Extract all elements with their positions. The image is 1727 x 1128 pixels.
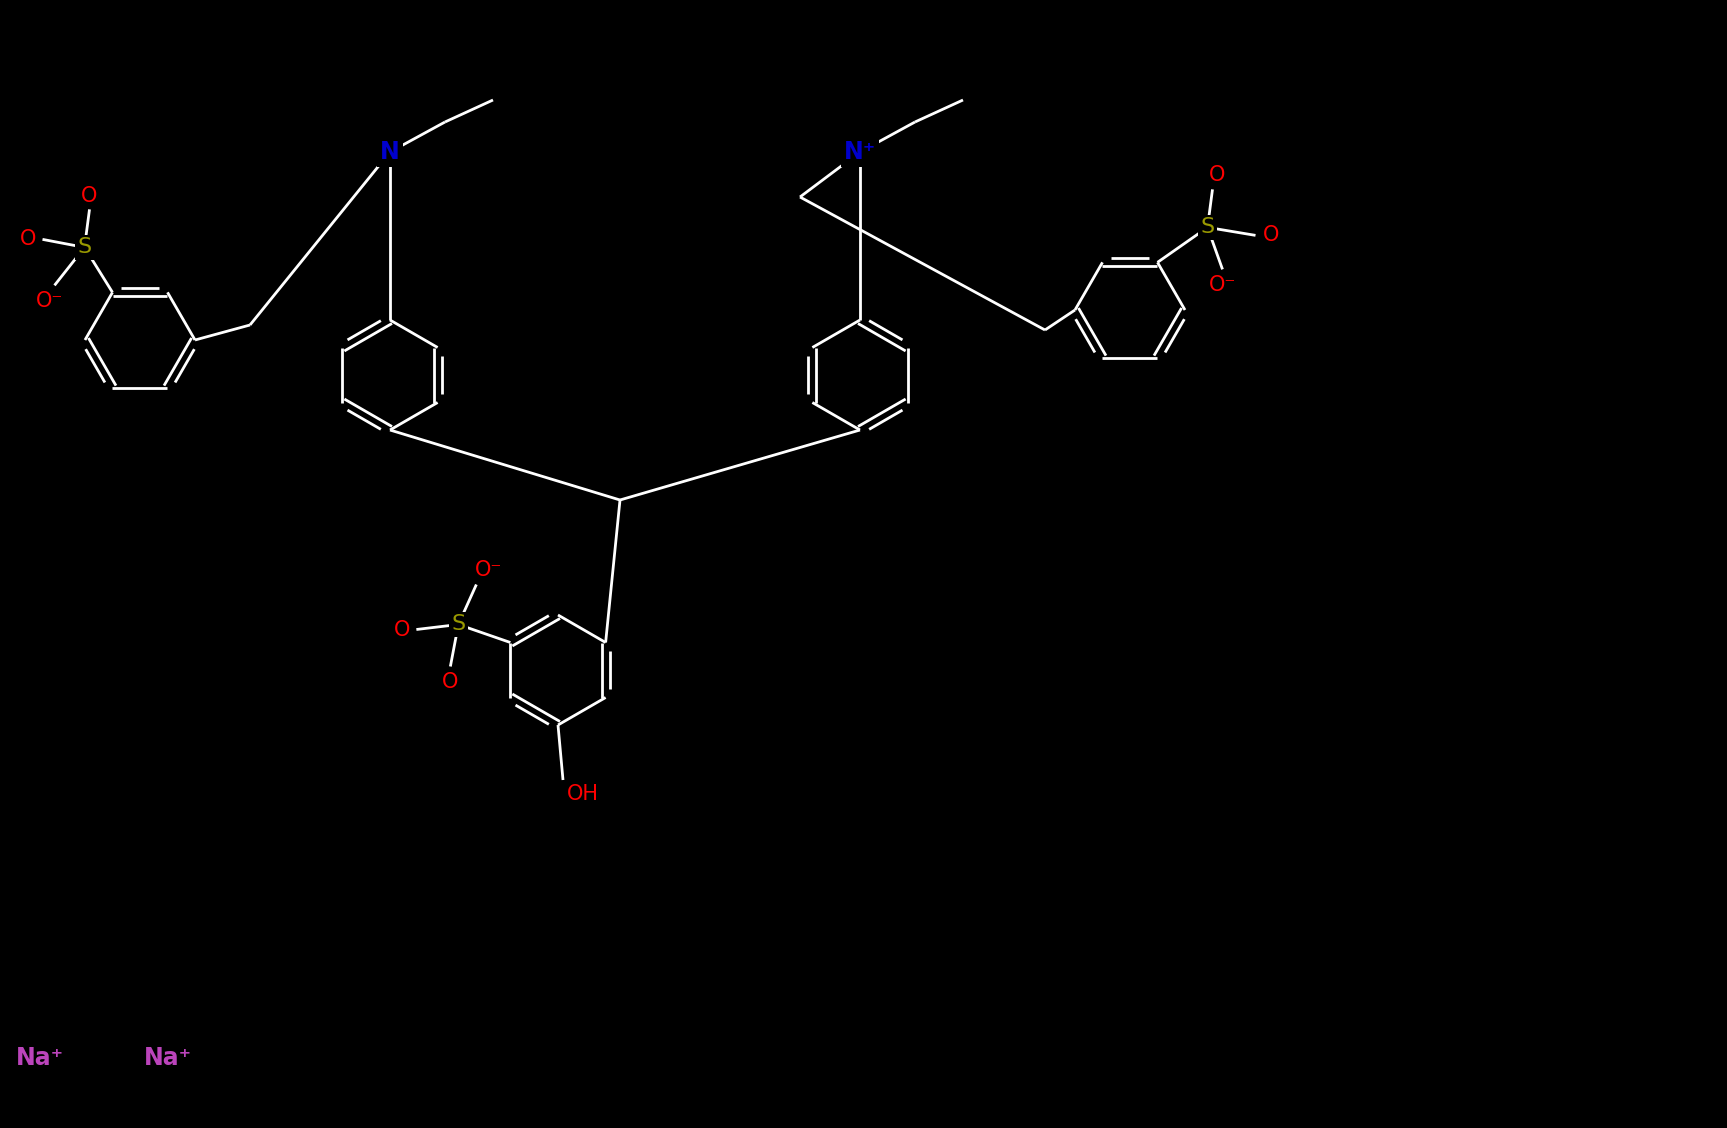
- Text: N: N: [380, 140, 401, 164]
- Text: Na⁺: Na⁺: [16, 1046, 64, 1070]
- Text: S: S: [451, 615, 466, 634]
- Text: O: O: [81, 186, 98, 206]
- Text: O⁻: O⁻: [36, 291, 64, 311]
- Text: O: O: [1209, 166, 1226, 185]
- Text: O: O: [21, 229, 36, 249]
- Text: OH: OH: [566, 784, 599, 804]
- Text: S: S: [1200, 218, 1214, 237]
- Text: O: O: [394, 619, 411, 640]
- Text: O: O: [1264, 226, 1280, 246]
- Text: N⁺: N⁺: [845, 140, 876, 164]
- Text: Na⁺: Na⁺: [143, 1046, 192, 1070]
- Text: S: S: [78, 237, 92, 257]
- Text: O⁻: O⁻: [475, 561, 503, 581]
- Text: O: O: [442, 672, 459, 693]
- Text: O⁻: O⁻: [1209, 275, 1237, 296]
